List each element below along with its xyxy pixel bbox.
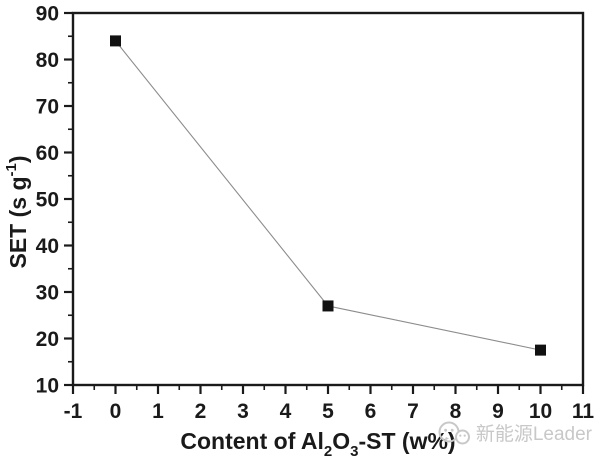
y-tick-label: 50	[36, 189, 59, 212]
y-tick-label: 60	[36, 142, 59, 165]
y-tick-label: 30	[36, 282, 59, 305]
y-tick-label: 20	[36, 328, 59, 351]
x-tick-label: 7	[407, 400, 419, 423]
y-tick-label: 10	[36, 375, 59, 398]
watermark: 新能源Leader	[437, 421, 592, 447]
x-tick-label: 3	[237, 400, 249, 423]
y-tick-label: 40	[36, 235, 59, 258]
y-tick-label: 70	[36, 96, 59, 119]
plot-border	[71, 11, 585, 387]
data-point-marker	[535, 344, 546, 356]
y-tick-label: 90	[36, 3, 59, 26]
watermark-text: 新能源Leader	[475, 423, 592, 445]
x-tick-label: 8	[450, 400, 462, 423]
x-tick-label: 1	[152, 400, 164, 423]
x-tick-label: 4	[280, 400, 292, 423]
x-tick-label: 2	[195, 400, 207, 423]
x-tick-label: 10	[529, 400, 552, 423]
wechat-icon	[438, 421, 470, 445]
x-axis-title: Content of Al2O3-ST (w%)	[180, 428, 455, 456]
data-point-marker	[110, 35, 121, 47]
x-tick-label: 11	[572, 400, 595, 423]
y-tick-label: 80	[36, 49, 59, 72]
x-tick-label: 5	[322, 400, 334, 423]
x-tick-label: 0	[110, 400, 122, 423]
data-point-marker	[322, 300, 334, 312]
x-tick-label: -1	[64, 400, 83, 423]
x-tick-label: 9	[492, 400, 504, 423]
y-axis-title: SET (s g-1)	[3, 155, 31, 268]
x-tick-label: 6	[365, 400, 377, 423]
